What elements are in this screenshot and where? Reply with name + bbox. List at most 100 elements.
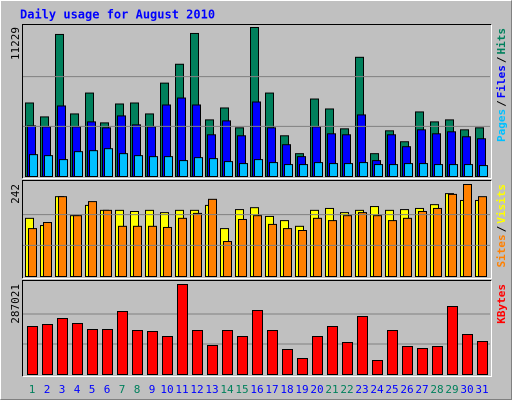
bar xyxy=(73,215,82,277)
panel-border-light xyxy=(22,24,492,179)
legend-entry: Visits xyxy=(495,184,508,224)
x-tick-label: 17 xyxy=(265,383,278,396)
bar xyxy=(373,215,382,277)
bar xyxy=(462,334,473,375)
bar xyxy=(388,220,397,278)
x-tick-label: 20 xyxy=(310,383,323,396)
bar xyxy=(208,198,217,277)
bar xyxy=(402,346,413,375)
legend: Pages/Files/Hits xyxy=(495,28,508,142)
bar xyxy=(357,316,368,376)
x-tick-label: 6 xyxy=(104,383,111,396)
bar xyxy=(284,164,293,177)
bar xyxy=(178,217,187,278)
bar xyxy=(237,336,248,376)
bar xyxy=(43,222,52,277)
bar xyxy=(209,158,218,178)
legend-entry: Hits xyxy=(495,28,508,55)
bar xyxy=(342,342,353,375)
x-tick-label: 25 xyxy=(385,383,398,396)
x-tick-label: 13 xyxy=(205,383,218,396)
bar xyxy=(254,159,263,177)
legend: Sites /Visits xyxy=(495,184,508,268)
bar xyxy=(327,326,338,375)
panel-border-dark xyxy=(22,24,492,179)
bar xyxy=(477,341,488,375)
bar xyxy=(222,330,233,375)
bar xyxy=(103,209,112,277)
bar xyxy=(449,164,458,177)
bar xyxy=(432,346,443,375)
bar xyxy=(102,329,113,376)
bar xyxy=(297,358,308,375)
x-tick-label: 19 xyxy=(295,383,308,396)
bar xyxy=(328,220,337,278)
x-tick-label: 18 xyxy=(280,383,293,396)
bar xyxy=(313,217,322,278)
legend-entry: Sites xyxy=(495,234,508,267)
legend-separator: / xyxy=(495,56,508,63)
bar xyxy=(479,165,488,177)
bar xyxy=(329,163,338,177)
x-tick-label: 23 xyxy=(355,383,368,396)
bar xyxy=(29,154,38,177)
bar xyxy=(177,284,188,375)
bar xyxy=(87,329,98,376)
bar xyxy=(192,330,203,375)
bar xyxy=(117,311,128,375)
legend-entry: Files xyxy=(495,65,508,98)
bar xyxy=(88,201,97,277)
x-tick-label: 21 xyxy=(325,383,338,396)
bar xyxy=(344,163,353,177)
bar xyxy=(464,164,473,177)
chart-title: Daily usage for August 2010 xyxy=(20,8,215,22)
bar xyxy=(89,150,98,178)
panel-border-dark xyxy=(22,280,492,377)
bar xyxy=(104,148,113,177)
x-tick-label: 14 xyxy=(220,383,234,396)
bar xyxy=(44,155,53,177)
bar xyxy=(372,360,383,376)
bar xyxy=(403,217,412,278)
x-tick-label: 11 xyxy=(175,383,188,396)
x-tick-label: 16 xyxy=(250,383,263,396)
bar xyxy=(132,330,143,375)
bar xyxy=(359,162,368,177)
bar xyxy=(59,159,68,177)
bar xyxy=(282,349,293,375)
bar xyxy=(298,230,307,277)
x-tick-label: 27 xyxy=(415,383,428,396)
bar xyxy=(419,163,428,177)
bar xyxy=(314,162,323,177)
bar xyxy=(283,228,292,277)
panel-border-dark xyxy=(22,180,492,279)
bar xyxy=(224,161,233,178)
y-tick-label: 11229 xyxy=(9,27,22,60)
bar xyxy=(268,223,277,278)
bar xyxy=(223,241,232,278)
x-tick-label: 26 xyxy=(400,383,413,396)
y-tick-label: 242 xyxy=(9,184,22,204)
y-tick-label: 287021 xyxy=(9,284,22,324)
bar xyxy=(404,163,413,177)
x-tick-label: 29 xyxy=(445,383,458,396)
bar xyxy=(253,215,262,277)
panel-border-light xyxy=(22,280,492,377)
x-tick-label: 12 xyxy=(190,383,203,396)
bar xyxy=(149,156,158,177)
bar xyxy=(463,184,472,277)
bar xyxy=(207,345,218,375)
x-tick-label: 31 xyxy=(475,383,488,396)
x-tick-label: 28 xyxy=(430,383,443,396)
legend-separator: / xyxy=(495,100,508,107)
bar xyxy=(72,323,83,375)
legend-separator: / xyxy=(495,225,508,232)
bar xyxy=(118,225,127,277)
bar xyxy=(164,156,173,177)
bar xyxy=(389,164,398,177)
bar xyxy=(119,153,128,178)
bar xyxy=(163,226,172,277)
panel-border-light xyxy=(22,180,492,279)
